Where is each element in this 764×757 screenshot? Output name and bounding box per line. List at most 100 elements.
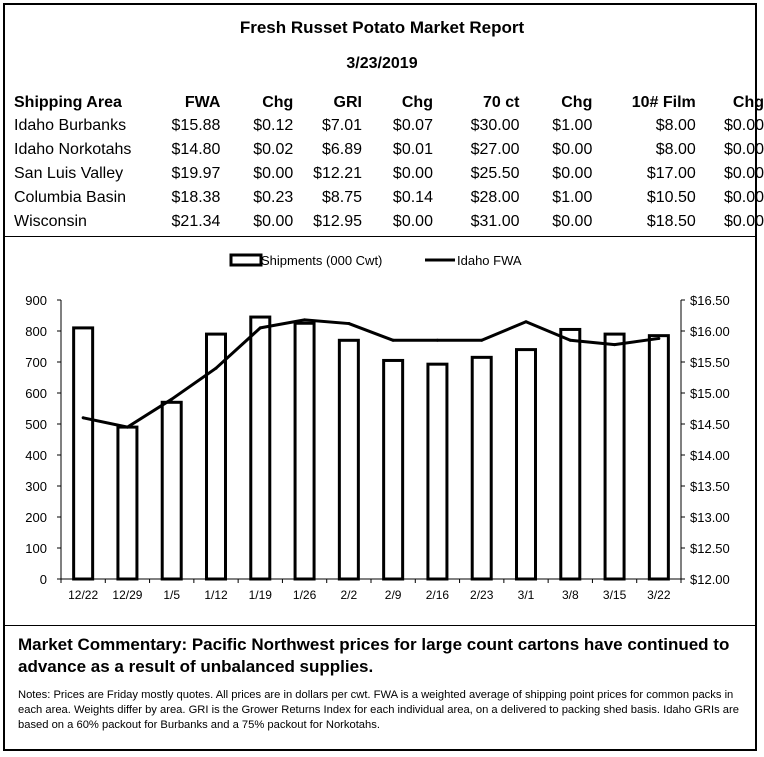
chart-legend: Shipments (000 Cwt) Idaho FWA (229, 253, 522, 268)
line-point (125, 425, 129, 429)
table-header-row: Shipping Area FWA Chg GRI Chg 70 ct Chg … (14, 91, 764, 114)
x-tick-label: 3/15 (603, 588, 627, 602)
line-point (170, 397, 174, 401)
table-cell: $0.00 (723, 189, 764, 206)
left-tick-label: 700 (25, 355, 47, 370)
table-cell: $27.00 (470, 141, 520, 158)
right-tick-label: $13.00 (690, 510, 730, 525)
table-cell: $0.23 (253, 189, 294, 206)
bar (249, 315, 272, 581)
line-point (568, 338, 572, 342)
col-header-70ct: 70 ct (483, 93, 520, 111)
table-cell: $28.00 (470, 189, 520, 206)
col-header-chg: Chg (401, 93, 433, 111)
table-cell: $14.80 (171, 141, 221, 158)
left-tick-label: 200 (25, 510, 47, 525)
right-tick-label: $15.50 (690, 355, 730, 370)
left-tick-label: 100 (25, 541, 47, 556)
right-tick-label: $13.50 (690, 479, 730, 494)
table-cell: $31.00 (470, 213, 520, 230)
chart-area: Shipments (000 Cwt) Idaho FWA 0 100 200 300… (5, 236, 755, 626)
left-tick-label: 500 (25, 417, 47, 432)
table-cell: $6.89 (321, 141, 362, 158)
legend-label-shipments: Shipments (000 Cwt) (261, 253, 382, 268)
table-cell: $0.00 (552, 165, 593, 182)
left-tick-label: 400 (25, 448, 47, 463)
bar (559, 327, 582, 581)
right-tick-label: $14.00 (690, 448, 730, 463)
table-row: Idaho Burbanks $15.88 $0.12 $7.01 $0.07 … (14, 114, 764, 138)
right-tick-label: $15.00 (690, 386, 730, 401)
bar (160, 400, 183, 581)
table-row: Columbia Basin $18.38 $0.23 $8.75 $0.14 … (14, 186, 764, 210)
bar (470, 355, 493, 581)
line-point (214, 366, 218, 370)
bar (293, 321, 316, 581)
table-cell: Wisconsin (14, 213, 87, 230)
table-cell: $0.00 (552, 141, 593, 158)
bar (603, 332, 626, 581)
table-cell: $0.00 (253, 213, 294, 230)
line-point (303, 318, 307, 322)
x-tick-label: 1/26 (293, 588, 317, 602)
left-tick-label: 900 (25, 293, 47, 308)
x-tick-label: 2/2 (341, 588, 358, 602)
table-cell: $0.00 (723, 165, 764, 182)
table-cell: $17.00 (646, 165, 696, 182)
line-point (435, 338, 439, 342)
bar (382, 358, 405, 581)
table-cell: $0.00 (392, 213, 433, 230)
bar (72, 326, 95, 581)
line-series (81, 318, 661, 429)
table-cell: $0.07 (392, 117, 433, 134)
table-cell: $25.50 (470, 165, 520, 182)
x-tick-label: 12/29 (112, 588, 142, 602)
x-tick-label: 3/22 (647, 588, 671, 602)
right-tick-label: $12.50 (690, 541, 730, 556)
line-point (480, 338, 484, 342)
table-cell: $12.95 (313, 213, 362, 230)
idaho-fwa-line (82, 318, 660, 429)
col-header-chg: Chg (262, 93, 294, 111)
x-tick-label: 2/9 (385, 588, 402, 602)
table-cell: $19.97 (171, 165, 221, 182)
line-point (657, 336, 661, 340)
table-cell: $7.01 (321, 117, 362, 134)
table-cell: $0.12 (253, 117, 294, 134)
table-cell: $30.00 (470, 117, 520, 134)
line-point (347, 322, 351, 326)
table-cell: $21.34 (171, 213, 221, 230)
right-tick-label: $14.50 (690, 417, 730, 432)
bar (426, 362, 449, 581)
col-header-chg: Chg (561, 93, 593, 111)
table-row: San Luis Valley $19.97 $0.00 $12.21 $0.0… (14, 162, 764, 186)
x-tick-label: 12/22 (68, 588, 98, 602)
left-tick-label: 800 (25, 324, 47, 339)
bar (205, 332, 227, 581)
line-point (524, 320, 528, 324)
col-header-gri: GRI (333, 93, 362, 111)
line-point (258, 326, 262, 330)
line-point (613, 343, 617, 347)
table-cell: $0.00 (253, 165, 294, 182)
table-cell: $18.38 (171, 189, 221, 206)
col-header-10lb-film: 10# Film (631, 93, 696, 111)
report-notes: Notes: Prices are Friday mostly quotes. … (18, 689, 739, 731)
left-tick-label: 0 (40, 572, 47, 587)
market-commentary: Market Commentary: Pacific Northwest pri… (18, 635, 730, 676)
left-tick-label: 600 (25, 386, 47, 401)
table-cell: $15.88 (171, 117, 221, 134)
table-row: Wisconsin $21.34 $0.00 $12.95 $0.00 $31.… (14, 210, 764, 234)
bar (647, 334, 670, 581)
table-cell: $0.00 (723, 117, 764, 134)
table-cell: Idaho Burbanks (14, 117, 127, 134)
table-cell: $8.00 (655, 141, 696, 158)
report-date: 3/23/2019 (346, 55, 418, 72)
left-tick-label: 300 (25, 479, 47, 494)
x-tick-label: 2/23 (470, 588, 494, 602)
table-row: Idaho Norkotahs $14.80 $0.02 $6.89 $0.01… (14, 138, 764, 162)
right-tick-label: $12.00 (690, 572, 730, 587)
bar-series (72, 315, 670, 581)
table-cell: $0.00 (723, 213, 764, 230)
bar (515, 348, 537, 581)
